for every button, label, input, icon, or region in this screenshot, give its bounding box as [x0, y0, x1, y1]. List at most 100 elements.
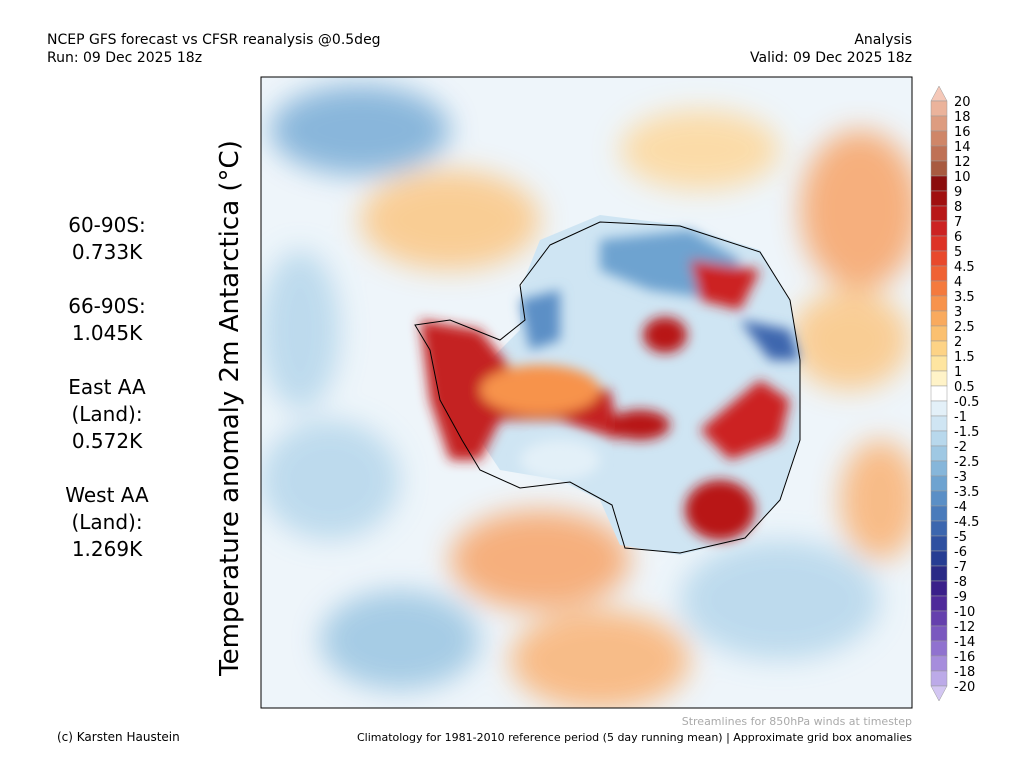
colorbar-swatch: [930, 505, 948, 522]
colorbar-label: -1.5: [954, 425, 979, 440]
colorbar-swatch: [930, 205, 948, 222]
colorbar-label: 3.5: [954, 290, 975, 305]
colorbar-label: 2: [954, 335, 962, 350]
colorbar-swatch: [930, 535, 948, 552]
colorbar-label: -4: [954, 500, 967, 515]
stat-line: (Land):: [71, 510, 142, 534]
colorbar-label: 12: [954, 155, 971, 170]
colorbar-label: 4: [954, 275, 962, 290]
colorbar-swatch: [930, 250, 948, 267]
colorbar-label: 0.5: [954, 380, 975, 395]
colorbar-swatch: [930, 130, 948, 147]
stat-line: 0.733K: [72, 240, 143, 264]
colorbar-end: [930, 685, 948, 702]
colorbar-swatch: [930, 625, 948, 642]
colorbar-swatch: [930, 655, 948, 672]
colorbar-swatch: [930, 580, 948, 597]
colorbar-swatch: [930, 370, 948, 387]
colorbar-swatch: [930, 595, 948, 612]
colorbar-swatch: [930, 190, 948, 207]
run-time: Run: 09 Dec 2025 18z: [47, 50, 202, 66]
colorbar-label: -18: [954, 665, 975, 680]
colorbar-label: -4.5: [954, 515, 979, 530]
stat-line: 1.045K: [72, 321, 143, 345]
axis-label: Temperature anomaly 2m Antarctica (°C): [215, 140, 245, 677]
colorbar-label: 9: [954, 185, 962, 200]
colorbar-label: -8: [954, 575, 967, 590]
colorbar-swatch: [930, 670, 948, 687]
colorbar-swatch: [930, 115, 948, 132]
colorbar-swatch: [930, 430, 948, 447]
colorbar-swatch: [930, 325, 948, 342]
colorbar-swatch: [930, 445, 948, 462]
colorbar-swatch: [930, 520, 948, 537]
colorbar-swatch: [930, 400, 948, 417]
colorbar-label: -3: [954, 470, 967, 485]
colorbar-label: -14: [954, 635, 975, 650]
stats: 60-90S: 0.733K 66-90S: 1.045K East AA (Land):…: [65, 213, 149, 561]
colorbar-label: 14: [954, 140, 971, 155]
colorbar-swatch: [930, 175, 948, 192]
stat-line: West AA: [65, 483, 149, 507]
colorbar-swatch: [930, 415, 948, 432]
colorbar-swatch: [930, 220, 948, 237]
colorbar-swatch: [930, 640, 948, 657]
colorbar-swatch: [930, 235, 948, 252]
colorbar-label: 6: [954, 230, 962, 245]
colorbar-swatch: [930, 310, 948, 327]
colorbar: 201816141210987654.543.532.521.510.5-0.5…: [930, 85, 979, 702]
colorbar-swatch: [930, 280, 948, 297]
colorbar-label: -7: [954, 560, 967, 575]
colorbar-label: -9: [954, 590, 967, 605]
colorbar-label: 16: [954, 125, 971, 140]
colorbar-label: 7: [954, 215, 962, 230]
colorbar-swatch: [930, 550, 948, 567]
colorbar-swatch: [930, 460, 948, 477]
map-frame: [260, 76, 913, 709]
colorbar-swatch: [930, 295, 948, 312]
colorbar-label: -1: [954, 410, 967, 425]
colorbar-label: -10: [954, 605, 975, 620]
colorbar-label: -20: [954, 680, 975, 695]
climatology-note: Climatology for 1981-2010 reference peri…: [357, 731, 912, 744]
colorbar-label: -6: [954, 545, 967, 560]
colorbar-label: 18: [954, 110, 971, 125]
colorbar-swatch: [930, 340, 948, 357]
colorbar-label: -16: [954, 650, 975, 665]
colorbar-swatch: [930, 490, 948, 507]
colorbar-swatch: [930, 100, 948, 117]
colorbar-label: -2.5: [954, 455, 979, 470]
colorbar-swatch: [930, 160, 948, 177]
credit: (c) Karsten Haustein: [57, 730, 180, 744]
stat-line: 66-90S:: [68, 294, 146, 318]
colorbar-label: -0.5: [954, 395, 979, 410]
colorbar-label: -5: [954, 530, 967, 545]
colorbar-label: 10: [954, 170, 971, 185]
stat-line: (Land):: [71, 402, 142, 426]
colorbar-swatch: [930, 355, 948, 372]
colorbar-swatch: [930, 145, 948, 162]
colorbar-label: -2: [954, 440, 967, 455]
colorbar-label: 8: [954, 200, 962, 215]
map: [261, 77, 912, 708]
colorbar-label: 5: [954, 245, 962, 260]
stat-line: East AA: [68, 375, 146, 399]
colorbar-end: [930, 85, 948, 102]
stat-line: 60-90S:: [68, 213, 146, 237]
colorbar-swatch: [930, 565, 948, 582]
stat-line: 1.269K: [72, 537, 143, 561]
streamline-note: Streamlines for 850hPa winds at timestep: [682, 715, 912, 728]
colorbar-label: -12: [954, 620, 975, 635]
colorbar-label: 4.5: [954, 260, 975, 275]
valid-time: Valid: 09 Dec 2025 18z: [750, 50, 912, 66]
kind: Analysis: [854, 32, 912, 48]
colorbar-swatch: [930, 385, 948, 402]
colorbar-swatch: [930, 610, 948, 627]
colorbar-label: 3: [954, 305, 962, 320]
colorbar-label: -3.5: [954, 485, 979, 500]
colorbar-label: 20: [954, 95, 971, 110]
colorbar-swatch: [930, 265, 948, 282]
colorbar-label: 1.5: [954, 350, 975, 365]
colorbar-label: 2.5: [954, 320, 975, 335]
